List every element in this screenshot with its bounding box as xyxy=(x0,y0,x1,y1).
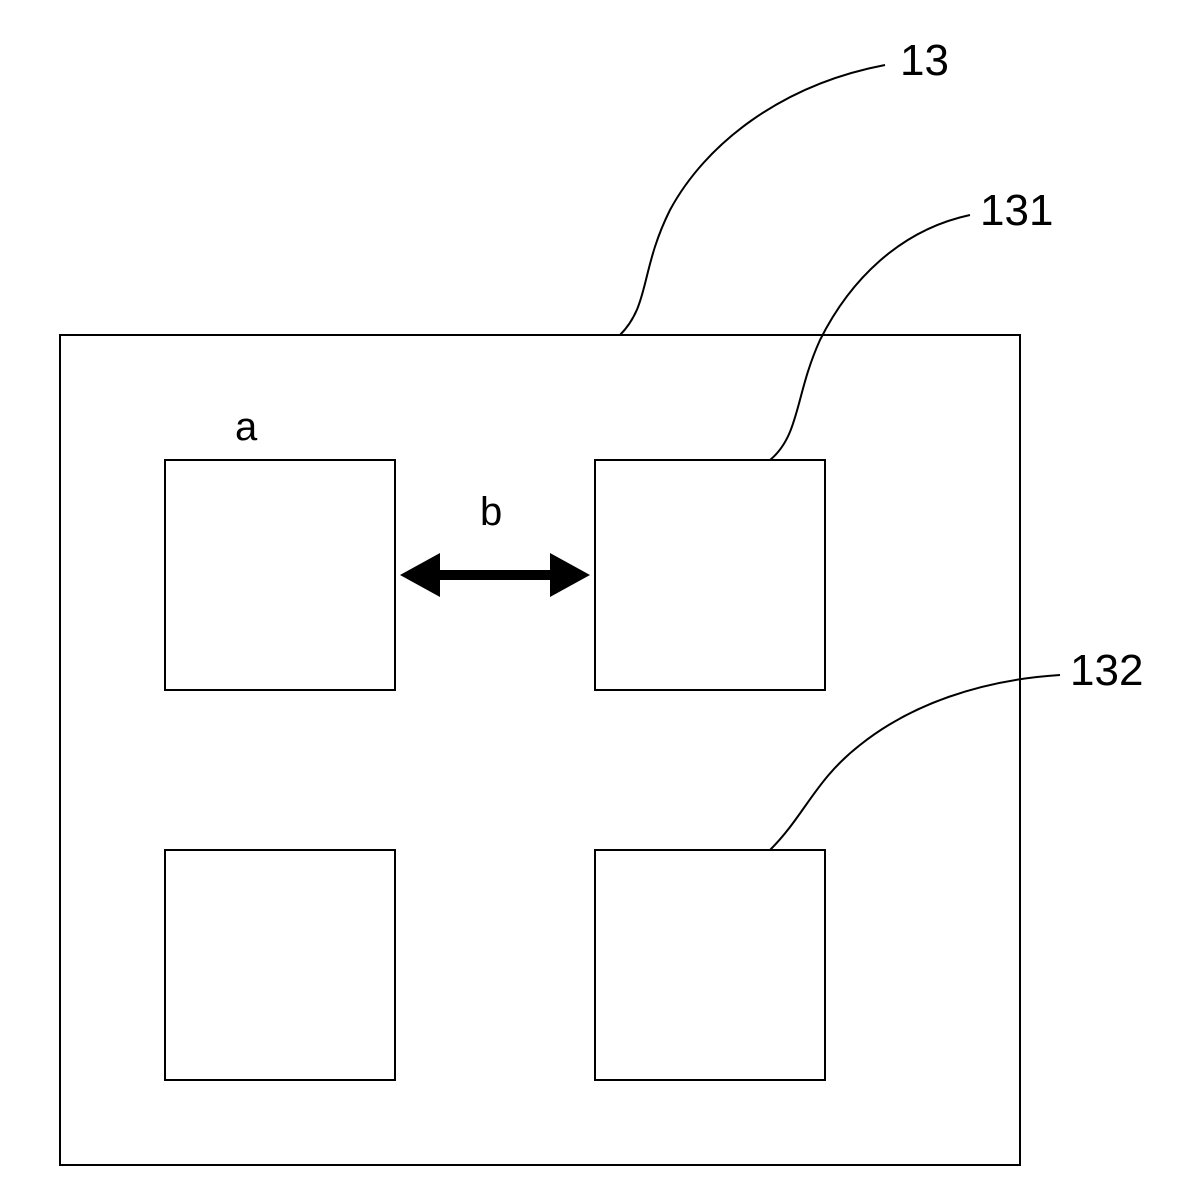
label-132: 132 xyxy=(1070,646,1143,695)
leader-131 xyxy=(770,215,970,460)
inner-box-top-left xyxy=(165,460,395,690)
label-13: 13 xyxy=(900,36,949,85)
dimension-arrow-head-right xyxy=(550,553,590,597)
inner-box-top-right xyxy=(595,460,825,690)
label-a: a xyxy=(235,405,258,449)
dimension-arrow-head-left xyxy=(400,553,440,597)
leader-132 xyxy=(770,675,1060,850)
label-b: b xyxy=(480,490,502,534)
inner-box-bottom-left xyxy=(165,850,395,1080)
inner-box-bottom-right xyxy=(595,850,825,1080)
label-131: 131 xyxy=(980,186,1053,235)
leader-13 xyxy=(620,65,885,335)
dimension-arrow-b xyxy=(400,553,590,597)
